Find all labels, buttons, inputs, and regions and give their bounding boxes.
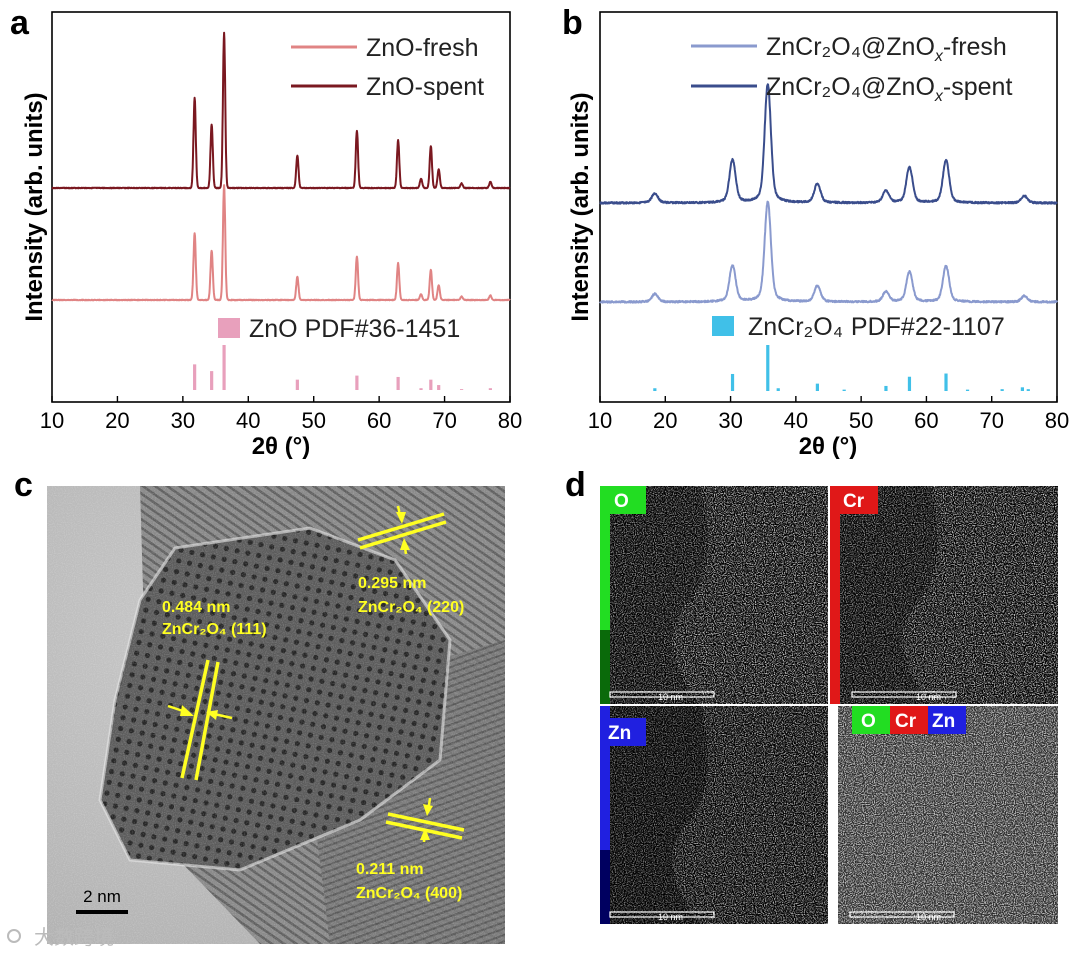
map-tag-overlay-o-bg	[852, 706, 890, 734]
xtick-label: 70	[979, 408, 1003, 433]
xtick-label: 80	[498, 408, 522, 433]
panel-b-frame	[599, 11, 1058, 403]
legend-zno-spent: ZnO-spent	[366, 73, 484, 101]
xtick-label: 30	[718, 408, 742, 433]
legend-spent-suffix: -spent	[943, 73, 1013, 101]
panel-a-xticks: 10 20 30 40 50 60 70 80	[40, 396, 522, 433]
panel-b-xticks: 10 20 30 40 50 60 70 80	[588, 396, 1069, 433]
lattice-marker-400	[385, 797, 465, 843]
tem-scale-bar	[76, 910, 128, 914]
legend-fresh-base: ZnCr₂O₄@ZnO	[766, 33, 935, 61]
panel-b: b 10 20 30 40 50 60 70 80 2θ (°) Intensity (arb…	[562, 4, 1069, 460]
map-scale-bar-cr	[851, 691, 957, 698]
tem-image: 0.484 nm ZnCr₂O₄ (111) 0.295 nm ZnCr₂O₄ …	[47, 486, 505, 944]
panel-a: a 10 20 30 40 50 60 70 80 2θ (°) Intensity (arb…	[10, 4, 522, 460]
panel-c: c 0.484 nm ZnCr₂O₄ (111)	[7, 466, 505, 949]
reference-label-zno: ZnO PDF#36-1451	[249, 315, 460, 343]
panel-b-series	[599, 83, 1058, 304]
legend-zno-fresh: ZnO-fresh	[366, 34, 479, 62]
legend-fresh-sub: x	[934, 48, 944, 65]
xtick-label: 10	[588, 408, 612, 433]
panel-a-ylabel: Intensity (arb. units)	[21, 92, 48, 321]
xtick-label: 30	[171, 408, 195, 433]
map-scale-label-overlay: 10 nm	[916, 912, 941, 922]
map-tag-o: O	[614, 491, 629, 512]
xtick-label: 10	[40, 408, 64, 433]
xtick-label: 60	[914, 408, 938, 433]
d-spacing-400: 0.211 nm	[356, 861, 424, 878]
reference-formula: ZnCr₂O₄	[748, 313, 843, 341]
legend-zncr2o4-fresh: ZnCr₂O₄@ZnOx-fresh	[766, 33, 1007, 65]
watermark: 大数跨境	[34, 926, 114, 949]
map-tag-cr: Cr	[843, 491, 865, 512]
map-scale-bar-overlay	[849, 911, 955, 918]
panel-b-letter: b	[562, 4, 583, 42]
map-tag-overlay-cr: Cr	[895, 711, 917, 732]
d-spacing-220: 0.295 nm	[358, 575, 426, 592]
panel-c-letter: c	[14, 466, 33, 504]
map-tag-overlay-zn: Zn	[932, 711, 955, 732]
legend-spent-sub: x	[934, 88, 944, 105]
series-zncr-o-znox-fresh	[599, 200, 1058, 304]
lattice-marker-111	[167, 659, 233, 781]
reference-pdf: PDF#22-1107	[851, 313, 1005, 341]
series-zno-fresh	[51, 184, 511, 302]
xtick-label: 50	[301, 408, 325, 433]
panel-b-ylabel: Intensity (arb. units)	[567, 92, 594, 321]
xtick-label: 20	[105, 408, 129, 433]
xtick-label: 60	[367, 408, 391, 433]
legend-zncr2o4-spent: ZnCr₂O₄@ZnOx-spent	[766, 73, 1012, 105]
d-spacing-111: 0.484 nm	[162, 599, 230, 616]
panel-d-letter: d	[565, 466, 586, 504]
legend-fresh-suffix: -fresh	[943, 33, 1007, 61]
legend-spent-base: ZnCr₂O₄@ZnO	[766, 73, 935, 101]
xtick-label: 70	[432, 408, 456, 433]
plane-220: ZnCr₂O₄ (220)	[358, 599, 464, 616]
panel-a-series	[51, 31, 511, 302]
reference-swatch-zno	[218, 318, 240, 338]
eds-map-overlay: O Cr Zn 10 nm	[838, 706, 1058, 924]
plane-400: ZnCr₂O₄ (400)	[356, 885, 462, 902]
xtick-label: 20	[653, 408, 677, 433]
panel-a-xlabel: 2θ (°)	[252, 433, 311, 460]
map-tag-zn-bg	[600, 718, 646, 746]
map-tag-overlay-zn-bg	[928, 706, 966, 734]
tem-scale-label: 2 nm	[83, 887, 121, 906]
plane-111: ZnCr₂O₄ (111)	[162, 621, 267, 638]
map-scale-label-zn: 10 nm	[658, 912, 683, 922]
panel-a-frame	[51, 11, 511, 403]
panel-b-reference-sticks	[653, 345, 1030, 391]
map-tag-zn: Zn	[608, 723, 631, 744]
xtick-label: 40	[784, 408, 808, 433]
map-tag-cr-bg	[830, 486, 878, 514]
map-scale-label-cr: 10 nm	[916, 692, 941, 702]
tem-noise	[47, 486, 505, 944]
eds-map-cr: Cr 10 nm	[830, 486, 1058, 704]
panel-d: d O 10 nm Cr 10 nm	[565, 466, 1058, 924]
xtick-label: 40	[236, 408, 260, 433]
series-zncr-o-znox-spent	[599, 83, 1058, 205]
map-tag-overlay-o: O	[861, 711, 876, 732]
lattice-marker-220	[357, 505, 447, 555]
panel-b-xlabel: 2θ (°)	[799, 433, 858, 460]
reference-swatch-zncr2o4	[712, 316, 734, 336]
series-zno-spent	[51, 31, 511, 190]
xtick-label: 50	[849, 408, 873, 433]
map-scale-bar-zn	[609, 911, 715, 918]
eds-map-o: O 10 nm	[600, 486, 828, 704]
map-tag-o-bg	[600, 486, 646, 514]
map-tag-overlay-cr-bg	[890, 706, 928, 734]
xtick-label: 80	[1045, 408, 1069, 433]
map-scale-bar-o	[609, 691, 715, 698]
panel-a-letter: a	[10, 4, 30, 42]
panel-a-reference-sticks	[193, 345, 492, 390]
reference-label-zncr2o4: ZnCr₂O₄ PDF#22-1107	[748, 313, 1005, 341]
eds-map-zn: Zn 10 nm	[600, 706, 828, 924]
watermark-icon	[7, 929, 21, 943]
map-scale-label-o: 10 nm	[658, 692, 683, 702]
